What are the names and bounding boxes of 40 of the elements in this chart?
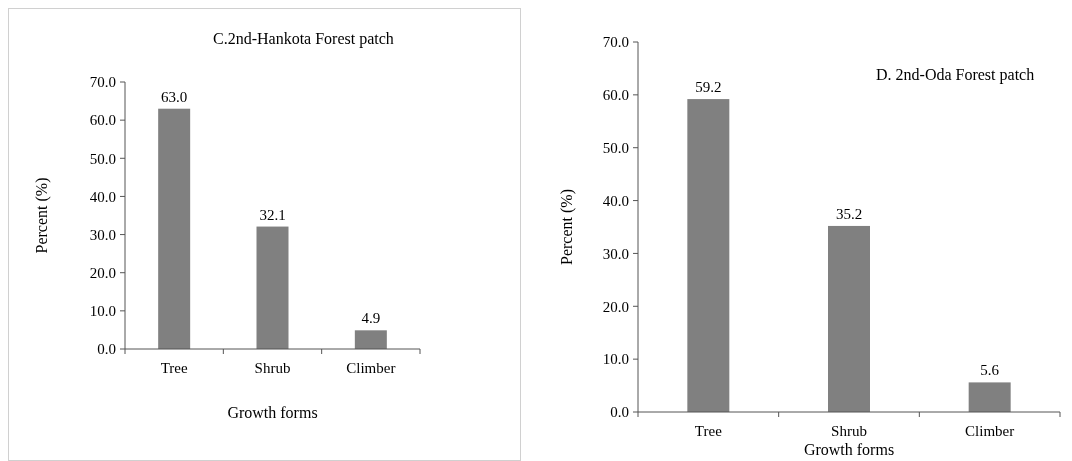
y-tick-label: 60.0 [89,112,116,129]
y-axis-title: Percent (%) [33,177,51,254]
bar [158,108,191,349]
data-label: 32.1 [259,206,286,223]
y-tick-label: 70.0 [89,74,116,91]
y-tick-label: 30.0 [602,245,629,262]
x-tick-label: Climber [965,423,1015,439]
data-label: 63.0 [161,88,188,105]
y-tick-label: 0.0 [610,404,629,421]
y-tick-label: 20.0 [602,298,629,315]
y-tick-label: 30.0 [89,226,116,243]
y-tick-label: 10.0 [89,303,116,320]
y-tick-label: 50.0 [602,139,629,156]
x-tick-label: Climber [346,360,396,376]
x-axis-title: Growth forms [227,404,318,421]
y-tick-label: 40.0 [89,188,116,205]
x-tick-label: Tree [694,423,723,439]
data-label: 4.9 [361,310,381,327]
data-label: 35.2 [835,205,863,222]
data-label: 5.6 [980,362,1000,379]
x-tick-label: Tree [160,360,188,376]
chart-title: C.2nd-Hankota Forest patch [213,30,394,48]
bar [968,382,1011,412]
y-tick-label: 0.0 [97,341,116,358]
y-tick-label: 50.0 [89,150,116,167]
y-tick-label: 10.0 [602,351,629,368]
text: D. 2nd-Oda Forest patch [876,66,1035,84]
bar [828,225,870,412]
y-tick-label: 60.0 [602,87,629,104]
data-label: 59.2 [695,79,722,96]
y-tick-label: 20.0 [89,264,116,281]
bar [256,226,289,349]
y-axis-title: Percent (%) [558,189,576,265]
y-tick-label: 70.0 [602,34,629,51]
x-tick-label: Shrub [831,423,867,439]
x-tick-label: Shrub [254,360,291,376]
y-tick-label: 40.0 [602,192,629,209]
bar [354,330,387,349]
x-axis-title: Growth forms [803,441,895,458]
bar [687,99,730,412]
